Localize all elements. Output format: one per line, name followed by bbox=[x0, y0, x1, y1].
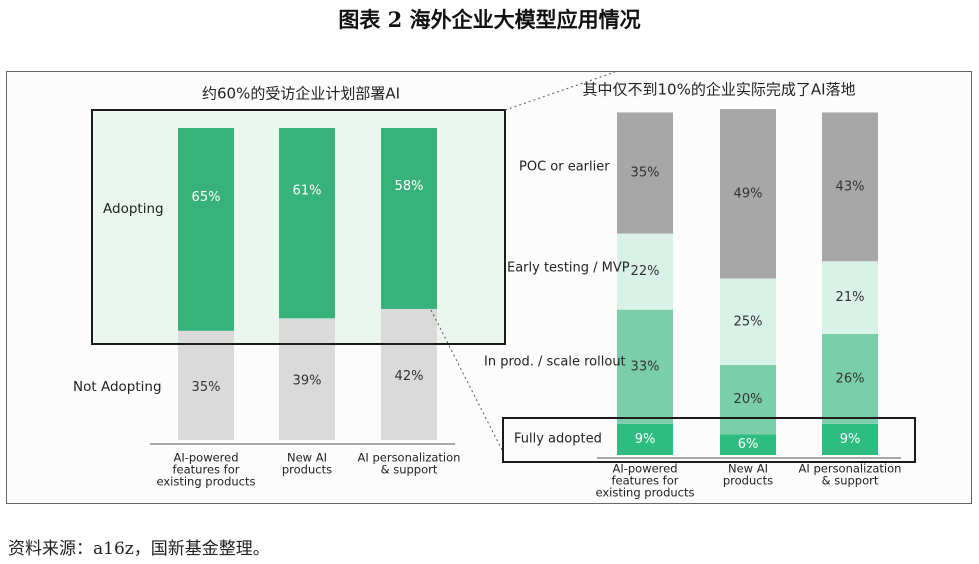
bar-in-prod-scale-rollout bbox=[617, 309, 673, 424]
data-label: 35% bbox=[631, 166, 660, 181]
chart-frame: 约60%的受访企业计划部署AI 35% 65% 39% 61% 42% 58% Adoptin… bbox=[6, 71, 972, 504]
category-tick-label: New AI bbox=[728, 462, 768, 476]
data-label: 21% bbox=[836, 290, 865, 305]
bar-in-prod-scale-rollout bbox=[720, 365, 776, 435]
bar-fully-adopted bbox=[822, 423, 878, 455]
bar-fully-adopted bbox=[617, 423, 673, 455]
series-label: Fully adopted bbox=[514, 432, 602, 447]
bar-early-testing-mvp bbox=[720, 278, 776, 366]
series-label: Early testing / MVP bbox=[507, 261, 630, 276]
category-tick-label: AI personalization bbox=[358, 451, 461, 465]
category-tick-label: features for bbox=[612, 474, 679, 488]
data-label: 43% bbox=[836, 179, 865, 194]
series-label-not-adopting: Not Adopting bbox=[73, 379, 162, 395]
category-tick-label: New AI bbox=[287, 451, 327, 465]
bar-not-adopting bbox=[381, 308, 437, 440]
category-tick-label: & support bbox=[381, 463, 438, 477]
series-label: In prod. / scale rollout bbox=[484, 355, 626, 370]
data-label: 65% bbox=[192, 190, 221, 205]
connector-line bbox=[430, 309, 504, 453]
highlight-box bbox=[91, 109, 506, 345]
right-chart-title: 其中仅不到10%的企业实际完成了AI落地 bbox=[582, 81, 855, 99]
series-label: POC or earlier bbox=[519, 160, 610, 175]
data-label: 25% bbox=[734, 314, 763, 329]
data-label: 35% bbox=[192, 380, 221, 395]
data-label: 6% bbox=[738, 437, 759, 452]
data-label: 22% bbox=[631, 264, 660, 279]
figure-title: 图表 2 海外企业大模型应用情况 bbox=[338, 7, 641, 32]
category-tick-label: features for bbox=[173, 463, 240, 477]
data-label: 42% bbox=[395, 369, 424, 384]
bar-fully-adopted bbox=[720, 434, 776, 455]
bar-adopting bbox=[178, 128, 234, 331]
left-chart-title: 约60%的受访企业计划部署AI bbox=[202, 85, 400, 103]
category-tick-label: AI-powered bbox=[173, 451, 238, 465]
bar-adopting bbox=[381, 128, 437, 309]
category-tick-label: existing products bbox=[156, 475, 255, 489]
data-label: 33% bbox=[631, 359, 660, 374]
data-label: 61% bbox=[293, 184, 322, 199]
category-tick-label: products bbox=[723, 474, 773, 488]
data-label: 20% bbox=[734, 392, 763, 407]
data-label: 58% bbox=[395, 179, 424, 194]
category-tick-label: existing products bbox=[595, 486, 694, 500]
category-tick-label: products bbox=[282, 463, 332, 477]
bar-poc-or-earlier bbox=[822, 112, 878, 262]
category-tick-label: AI personalization bbox=[799, 462, 902, 476]
category-tick-label: AI-powered bbox=[612, 462, 677, 476]
data-label: 9% bbox=[635, 432, 656, 447]
data-label: 26% bbox=[836, 371, 865, 386]
connector-line bbox=[504, 71, 616, 111]
bar-adopting bbox=[279, 128, 335, 319]
source-note: 资料来源：a16z，国新基金整理。 bbox=[8, 539, 270, 559]
bar-poc-or-earlier bbox=[720, 109, 776, 279]
bar-poc-or-earlier bbox=[617, 112, 673, 234]
series-label-adopting: Adopting bbox=[103, 201, 164, 217]
highlight-box bbox=[502, 417, 916, 463]
data-label: 39% bbox=[293, 374, 322, 389]
bar-in-prod-scale-rollout bbox=[822, 333, 878, 424]
bar-early-testing-mvp bbox=[822, 261, 878, 334]
bar-not-adopting bbox=[279, 318, 335, 440]
category-tick-label: & support bbox=[822, 474, 879, 488]
bar-early-testing-mvp bbox=[617, 233, 673, 310]
chart-area: 约60%的受访企业计划部署AI 35% 65% 39% 61% 42% 58% Adoptin… bbox=[73, 71, 916, 500]
data-label: 49% bbox=[734, 186, 763, 201]
bar-not-adopting bbox=[178, 330, 234, 440]
data-label: 9% bbox=[840, 432, 861, 447]
